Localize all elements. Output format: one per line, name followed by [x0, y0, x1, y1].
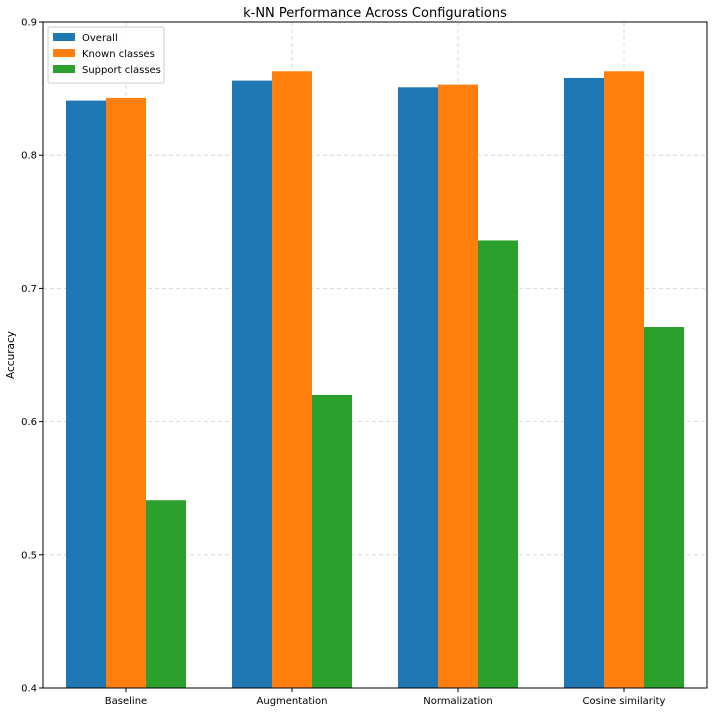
legend: Overall Known classes Support classes: [47, 26, 165, 84]
legend-swatch: [53, 49, 75, 57]
bars-layer: [66, 71, 684, 689]
bar-support-classes: [146, 500, 186, 688]
y-tick-label: 0.6: [21, 417, 37, 428]
legend-box: [47, 26, 165, 84]
legend-label: Overall: [82, 33, 118, 44]
bar-support-classes: [478, 240, 518, 688]
bar-known-classes: [604, 71, 644, 688]
x-tick-label: Cosine similarity: [583, 696, 666, 707]
legend-swatch: [53, 65, 75, 73]
legend-swatch: [53, 33, 75, 41]
bar-overall: [66, 100, 106, 688]
y-tick-label: 0.4: [21, 684, 37, 695]
bar-overall: [564, 77, 604, 689]
bar-overall: [232, 80, 272, 688]
legend-label: Support classes: [82, 65, 161, 76]
bar-known-classes: [272, 71, 312, 688]
y-tick-label: 0.7: [21, 284, 37, 295]
bar-overall: [398, 87, 438, 688]
ticks-layer: 0.4 0.5 0.6 0.7 0.8 0.9 Baseline Augmentation No…: [21, 18, 665, 708]
y-tick-label: 0.9: [21, 18, 37, 29]
y-tick-label: 0.5: [21, 550, 37, 561]
y-axis-label: Accuracy: [5, 331, 17, 379]
x-tick-label: Normalization: [423, 696, 493, 707]
bar-support-classes: [312, 394, 352, 688]
bar-known-classes: [438, 84, 478, 688]
chart-title: k-NN Performance Across Configurations: [243, 6, 507, 21]
bar-known-classes: [106, 97, 146, 688]
x-tick-label: Augmentation: [257, 696, 328, 707]
legend-label: Known classes: [82, 49, 155, 60]
plot-frame: [42, 21, 708, 689]
y-tick-label: 0.8: [21, 151, 37, 162]
x-tick-label: Baseline: [105, 696, 147, 707]
bar-support-classes: [644, 327, 684, 688]
